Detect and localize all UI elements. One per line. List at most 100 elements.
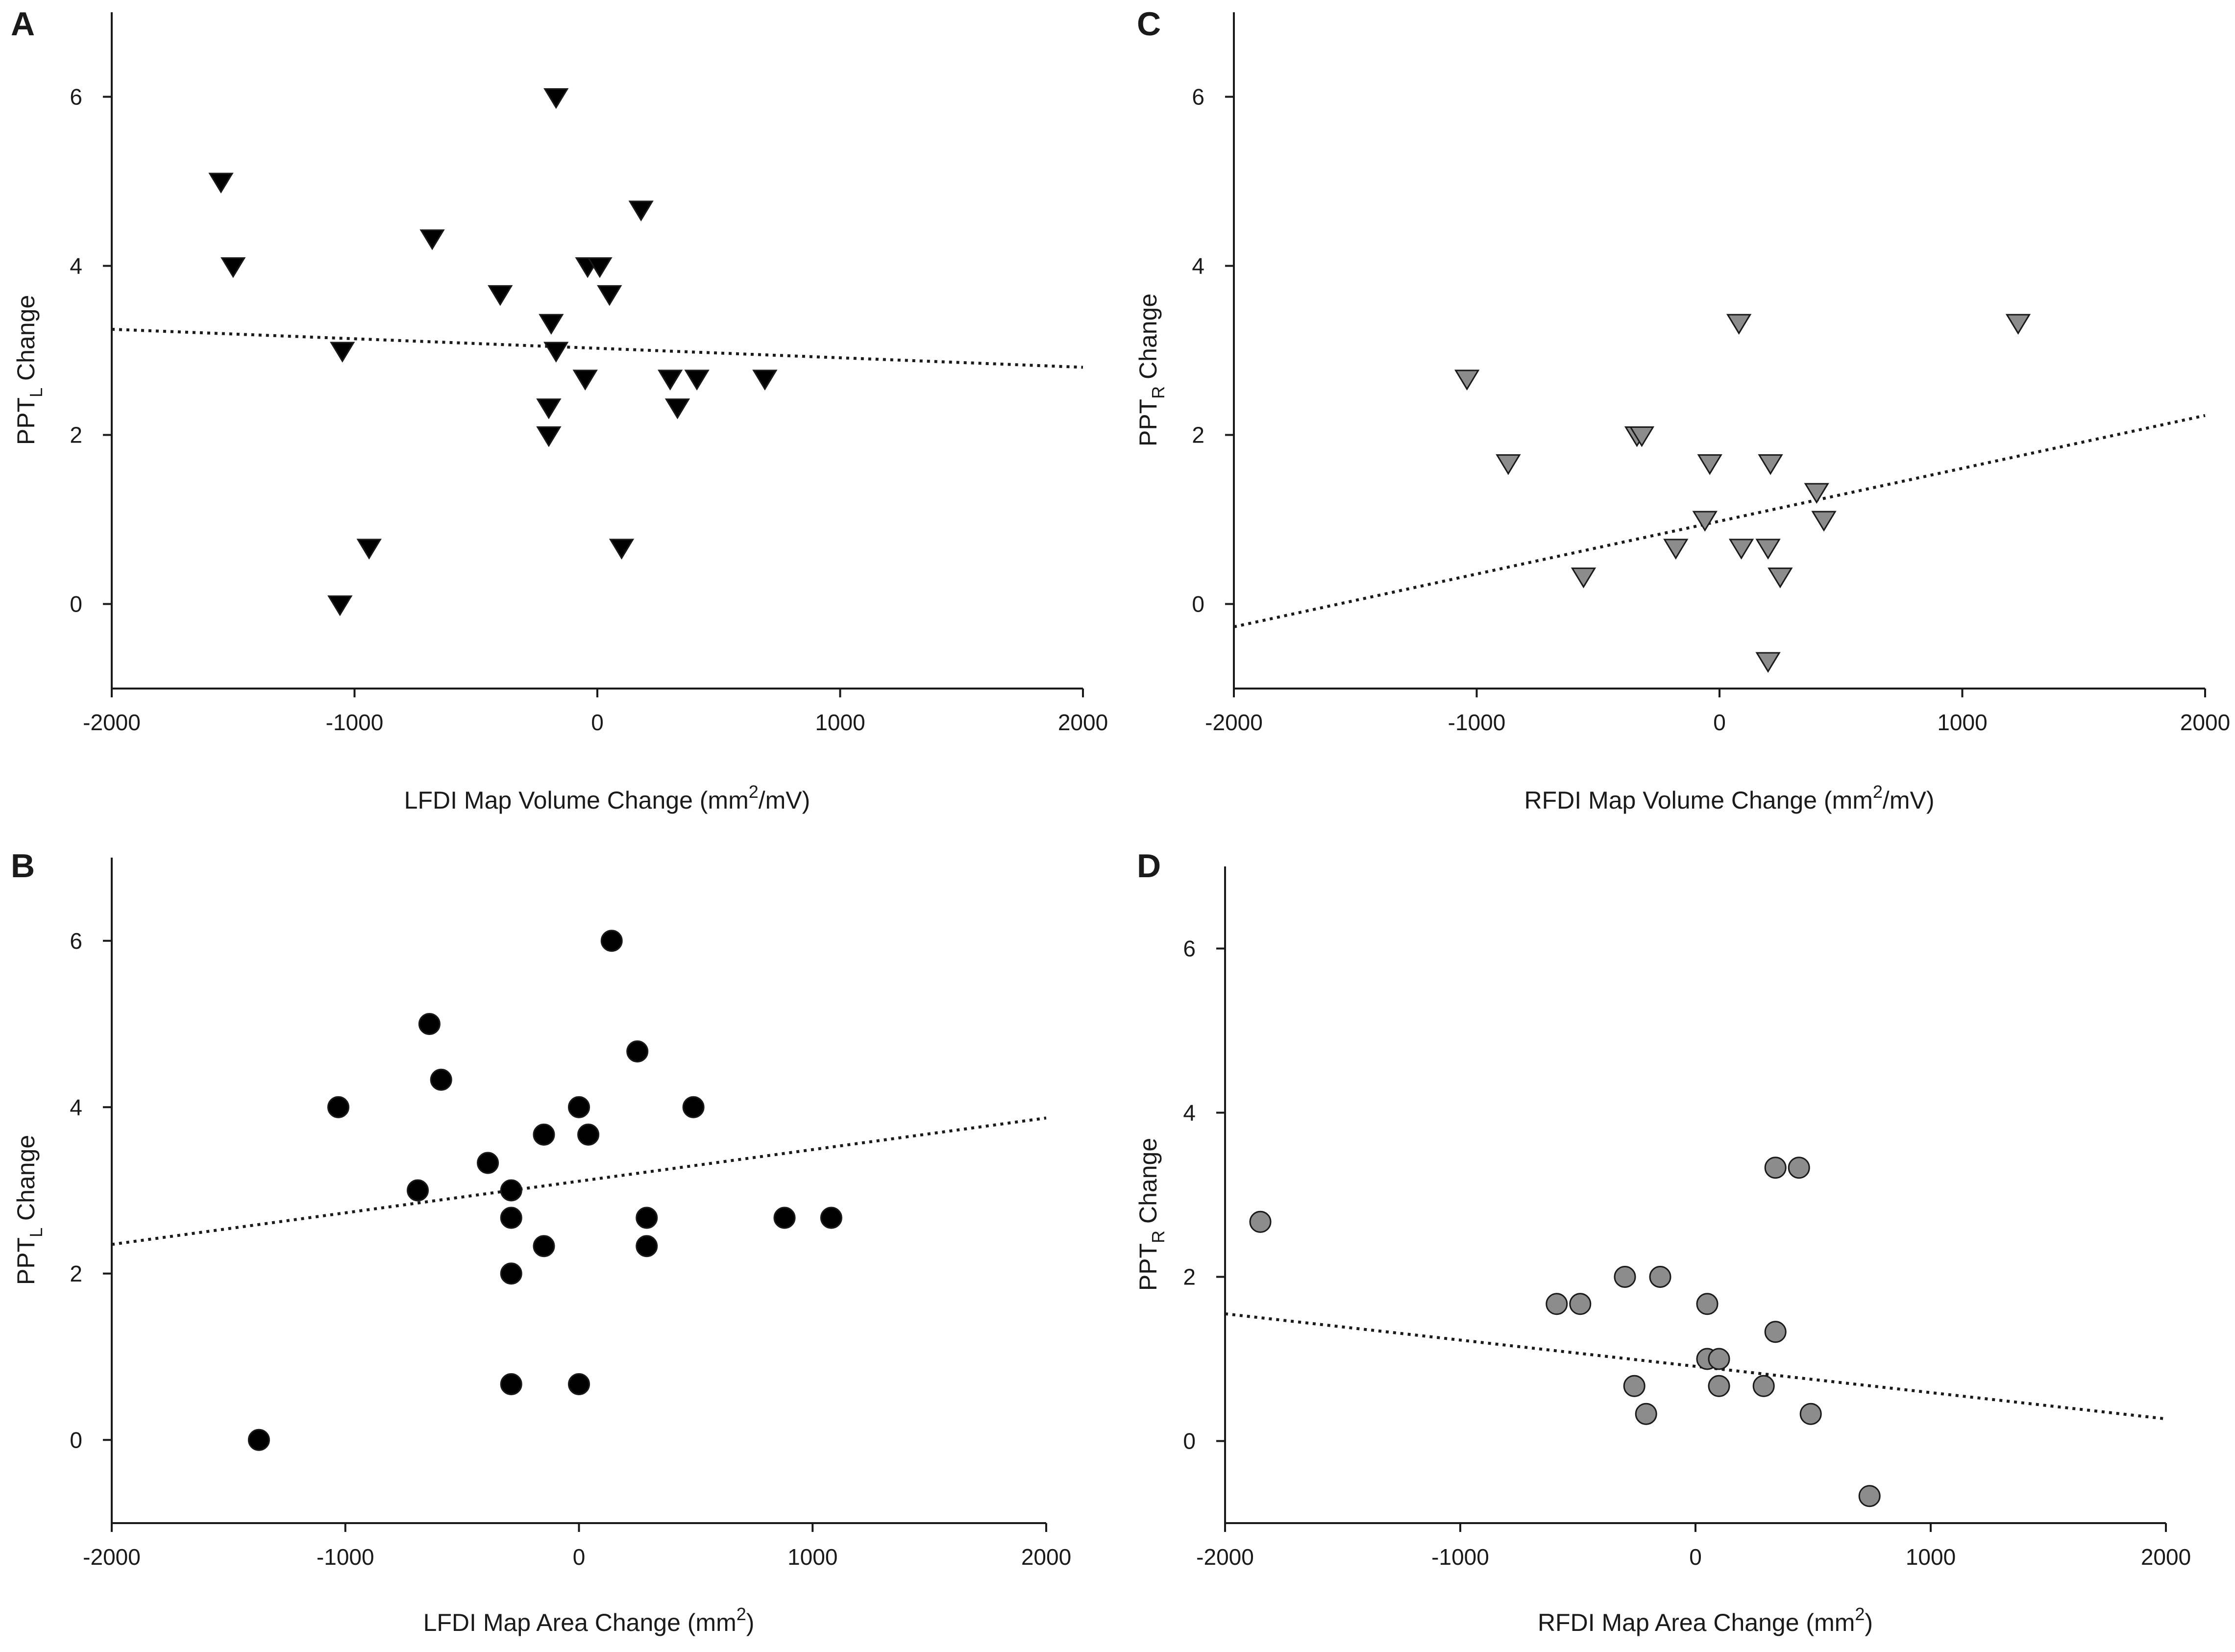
- panel-a-x-title: LFDI Map Volume Change (mm2/mV): [404, 782, 810, 814]
- panel-c-data-point: [1804, 483, 1829, 504]
- panel-c: C -2000 -1000 0 1000 2000 0 2 4 6 RFDI Map Volume …: [1134, 5, 2230, 814]
- panel-a-data-point: [488, 285, 513, 306]
- panel-d-data-point: [1788, 1157, 1810, 1179]
- panel-c-x-tick-label: 0: [1713, 710, 1726, 735]
- panel-c-data-point: [1728, 539, 1754, 560]
- panel-c-data-point: [2005, 314, 2031, 335]
- panel-a-data-point: [684, 370, 710, 391]
- panel-d-data-point: [1614, 1266, 1636, 1288]
- panel-c-data-point: [1496, 454, 1521, 475]
- panel-a-data-point: [208, 173, 234, 194]
- panel-d-data-point: [1858, 1485, 1881, 1507]
- panel-a-x-tick-label: 1000: [815, 710, 865, 735]
- panel-a-x-tick-label: 0: [591, 710, 604, 735]
- panel-a-data-point: [657, 370, 683, 391]
- panel-b-letter: B: [11, 847, 35, 885]
- panel-b-x-tick-label: -1000: [317, 1544, 374, 1570]
- panel-a: A -2000 -1000 0 1000 2000 0 2 4 6 LFDI Map Volume …: [11, 5, 1108, 814]
- panel-c-data-point: [1768, 567, 1793, 589]
- panel-c-data-point: [1755, 539, 1781, 560]
- panel-b-data-point: [247, 1429, 270, 1451]
- panel-b-data-point: [533, 1123, 555, 1146]
- panel-a-y-tick-label: 2: [70, 422, 82, 448]
- panel-b-x-tick-label: 0: [573, 1544, 586, 1570]
- panel-c-data-point: [1755, 652, 1781, 673]
- panel-a-data-point: [572, 370, 598, 391]
- panel-c-y-tick-label: 6: [1192, 84, 1204, 110]
- panel-d-y-tick-label: 0: [1183, 1429, 1196, 1454]
- panel-d-data-point: [1569, 1293, 1592, 1315]
- panel-d-letter: D: [1137, 847, 1161, 885]
- panel-b-y-title: PPTL Change: [12, 1135, 46, 1285]
- panel-d-y-tick-label: 2: [1183, 1264, 1196, 1290]
- panel-a-fit-line: [111, 327, 1083, 369]
- panel-a-data-point: [419, 229, 445, 250]
- panel-a-letter: A: [11, 5, 35, 43]
- panel-b-y-tick-label: 6: [70, 928, 82, 954]
- panel-a-data-point: [330, 342, 355, 363]
- panel-a-data-point: [587, 257, 613, 278]
- panel-a-x-tick-label: -1000: [326, 710, 384, 735]
- panel-a-y-title: PPTL Change: [12, 295, 46, 445]
- panel-d-x-tick-label: 2000: [2141, 1544, 2191, 1570]
- panel-b-y-tick-label: 0: [70, 1427, 82, 1453]
- panel-b-x-tick-label: 1000: [787, 1544, 837, 1570]
- panel-a-data-point: [536, 398, 562, 419]
- panel-b-data-point: [600, 930, 623, 952]
- panel-d-y-tick-label: 4: [1183, 1100, 1196, 1126]
- panel-c-data-point: [1697, 454, 1722, 475]
- panel-d-y-tick-label: 6: [1183, 936, 1196, 962]
- panel-a-data-point: [327, 595, 353, 616]
- panel-b-data-point: [682, 1096, 705, 1118]
- panel-d-data-point: [1546, 1293, 1568, 1315]
- panel-b-x-title: LFDI Map Area Change (mm2): [423, 1604, 755, 1636]
- panel-b-data-point: [407, 1179, 429, 1202]
- panel-b-data-point: [636, 1207, 658, 1229]
- panel-b-data-point: [568, 1096, 590, 1118]
- panel-c-data-point: [1629, 426, 1655, 447]
- panel-b-data-point: [500, 1373, 522, 1396]
- panel-c-data-point: [1571, 567, 1596, 589]
- panel-c-y-title: PPTR Change: [1134, 294, 1168, 446]
- panel-b-x-tick-label: -2000: [83, 1544, 141, 1570]
- panel-a-data-point: [597, 285, 622, 306]
- panel-d: D -2000 -1000 0 1000 2000 0 2 4 6 RFDI Map Area Ch…: [1134, 847, 2191, 1636]
- panel-b-y-tick-label: 4: [70, 1094, 82, 1120]
- panel-d-data-point: [1708, 1348, 1730, 1370]
- panel-c-data-point: [1692, 511, 1718, 532]
- panel-d-x-tick-label: 1000: [1906, 1544, 1956, 1570]
- panel-b-data-point: [327, 1096, 349, 1118]
- panel-a-data-point: [536, 426, 562, 447]
- panel-d-fit-line: [1225, 1312, 2166, 1421]
- panel-b-data-point: [500, 1262, 522, 1285]
- panel-c-x-tick-label: 1000: [1937, 710, 1987, 735]
- panel-b-data-point: [500, 1179, 522, 1202]
- panel-c-y-tick-label: 0: [1192, 592, 1204, 617]
- panel-d-x-title: RFDI Map Area Change (mm2): [1538, 1604, 1873, 1636]
- panel-d-x-tick-label: -1000: [1431, 1544, 1489, 1570]
- panel-a-data-point: [543, 342, 569, 363]
- panel-c-x-title: RFDI Map Volume Change (mm2/mV): [1524, 782, 1935, 814]
- panel-b-data-point: [477, 1152, 499, 1174]
- panel-b-data-point: [533, 1235, 555, 1257]
- panel-c-letter: C: [1137, 5, 1161, 43]
- panel-d-y-title: PPTR Change: [1134, 1138, 1168, 1291]
- panel-d-data-point: [1752, 1375, 1775, 1397]
- panel-c-y-tick-label: 4: [1192, 253, 1204, 279]
- panel-b-data-point: [626, 1040, 649, 1063]
- panel-d-x-tick-label: 0: [1689, 1544, 1702, 1570]
- panel-a-y-tick-label: 6: [70, 84, 82, 110]
- panel-b-data-point: [773, 1207, 796, 1229]
- panel-a-y-tick-label: 0: [70, 592, 82, 617]
- panel-d-data-point: [1696, 1293, 1719, 1315]
- panel-c-x-tick-label: 2000: [2180, 710, 2230, 735]
- panel-d-data-point: [1708, 1375, 1730, 1397]
- panel-c-data-point: [1726, 314, 1752, 335]
- panel-a-data-point: [752, 370, 778, 391]
- panel-c-fit-line: [1233, 414, 2206, 629]
- panel-a-y-tick-label: 4: [70, 253, 82, 279]
- panel-b-data-point: [577, 1123, 600, 1146]
- panel-c-data-point: [1454, 370, 1480, 391]
